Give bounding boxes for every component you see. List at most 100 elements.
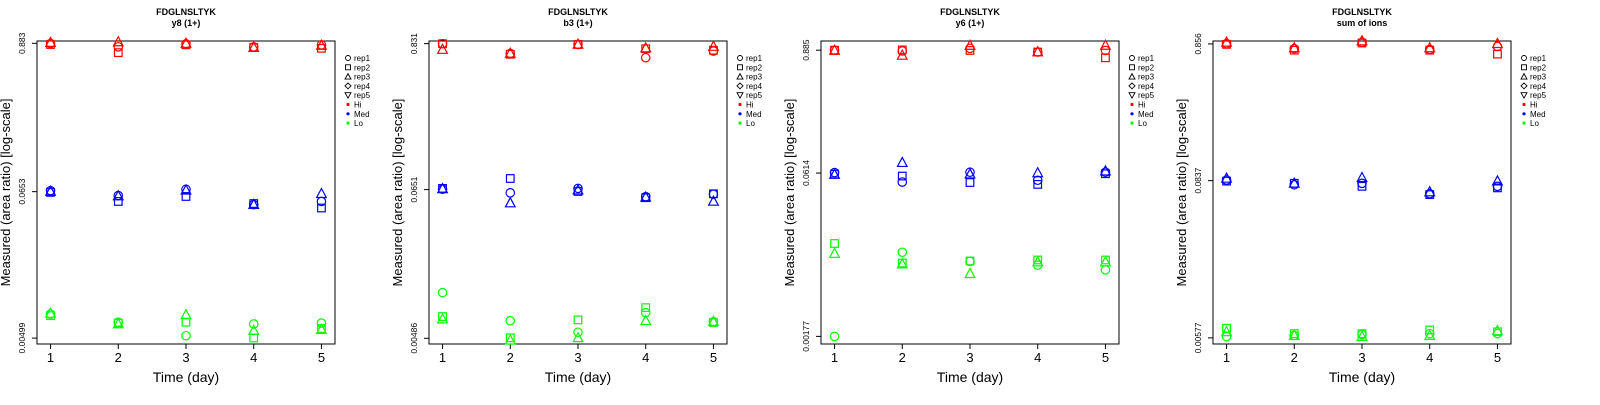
- y-tick-label: 0.00486: [409, 323, 419, 354]
- data-point-lo-rep1: [1221, 331, 1232, 342]
- legend-label: rep3: [1530, 73, 1547, 82]
- data-point-med-rep1: [1492, 181, 1503, 192]
- legend-label: Lo: [746, 119, 755, 128]
- legend-item-rep4: rep4: [1128, 82, 1155, 91]
- legend-symbol: [736, 92, 744, 100]
- x-tick-label: 4: [642, 350, 649, 365]
- legend-dot: [1130, 102, 1134, 107]
- data-point-med-rep1: [1357, 178, 1367, 189]
- data-point-med-rep3: [1288, 176, 1301, 188]
- data-point-med-rep2: [505, 174, 515, 183]
- data-point-lo-rep3: [1220, 325, 1233, 337]
- x-tick-label: 4: [250, 350, 257, 365]
- legend-dot: [1522, 102, 1526, 107]
- legend-label: rep5: [746, 91, 763, 100]
- data-point-med-rep3: [315, 187, 328, 199]
- data-point-med-rep3: [828, 168, 841, 179]
- legend-symbol: [1128, 82, 1136, 90]
- legend-label: Hi: [1530, 101, 1538, 110]
- legend-dot: [738, 112, 742, 116]
- legend-symbol: [1520, 82, 1528, 90]
- x-tick-label: 3: [966, 350, 973, 365]
- legend-label: rep5: [1138, 91, 1155, 100]
- legend-item-rep5: rep5: [344, 91, 371, 100]
- data-point-med-rep3: [572, 183, 584, 195]
- data-point-lo-rep3: [639, 314, 652, 326]
- data-point-med-rep3: [1423, 185, 1436, 197]
- data-point-lo-rep1: [640, 307, 651, 318]
- legend-item-rep1: rep1: [737, 54, 763, 63]
- x-axis-label: Time (day): [153, 369, 219, 385]
- legend-label: rep3: [354, 73, 371, 82]
- y-tick-label: 0.856: [1193, 33, 1203, 55]
- data-point-med-rep1: [505, 188, 516, 198]
- legend-label: rep3: [1138, 73, 1155, 82]
- legend-symbol: [344, 72, 352, 80]
- x-tick-label: 5: [1102, 350, 1109, 365]
- data-point-lo-rep3: [1031, 255, 1044, 267]
- data-point-hi-rep3: [639, 41, 652, 53]
- data-point-lo-rep1: [505, 315, 516, 326]
- y-tick-label: 0.0651: [409, 176, 419, 202]
- legend-item-rep4: rep4: [736, 82, 763, 91]
- data-point-med-rep3: [504, 196, 517, 208]
- x-axis-label: Time (day): [545, 369, 611, 385]
- data-point-hi-rep1: [113, 42, 124, 52]
- chart-title: FDGLNSLTYK: [548, 7, 608, 17]
- legend-item-med: Med: [738, 110, 762, 119]
- legend-item-rep2: rep2: [345, 63, 371, 72]
- y-tick-label: 0.831: [409, 33, 419, 55]
- data-point-lo-rep3: [44, 306, 57, 318]
- legend-item-rep3: rep3: [1520, 72, 1547, 82]
- legend-label: rep1: [1138, 54, 1155, 63]
- x-tick-label: 2: [1291, 350, 1298, 365]
- legend-label: rep5: [1530, 91, 1547, 100]
- legend-item-med: Med: [1130, 110, 1154, 119]
- legend-label: rep2: [1530, 63, 1547, 72]
- data-point-med-rep3: [896, 156, 909, 168]
- legend-label: rep2: [354, 63, 371, 72]
- data-point-hi-rep3: [112, 35, 125, 47]
- x-axis-label: Time (day): [1329, 369, 1395, 385]
- data-point-hi-rep3: [828, 43, 841, 55]
- data-point-hi-rep3: [1423, 41, 1436, 53]
- y-tick-label: 0.885: [801, 39, 811, 61]
- data-point-lo-rep3: [1099, 255, 1112, 267]
- x-tick-label: 1: [439, 350, 446, 365]
- data-point-lo-rep2: [830, 239, 839, 248]
- x-tick-label: 1: [1223, 350, 1230, 365]
- legend-item-med: Med: [346, 110, 370, 119]
- data-point-lo-rep3: [1356, 330, 1368, 341]
- data-point-med-rep2: [1033, 179, 1043, 189]
- data-point-med-rep3: [1031, 166, 1044, 178]
- data-point-lo-rep3: [828, 247, 841, 258]
- data-point-hi-rep3: [707, 40, 720, 51]
- legend-symbol: [1521, 55, 1527, 61]
- chart-subtitle: y6 (1+): [956, 18, 985, 28]
- data-point-med-rep3: [112, 189, 125, 201]
- data-point-med-rep2: [897, 171, 907, 181]
- legend-label: Lo: [1138, 119, 1147, 128]
- data-point-med-rep1: [897, 177, 908, 187]
- legend-dot: [346, 121, 350, 125]
- data-point-hi-rep3: [436, 43, 449, 54]
- legend-symbol: [1520, 92, 1528, 100]
- legend-symbol: [1520, 72, 1528, 80]
- data-point-lo-rep3: [112, 317, 125, 329]
- y-tick-label: 0.0653: [17, 178, 27, 204]
- data-point-hi-rep2: [897, 45, 907, 55]
- legend-symbol: [345, 55, 351, 61]
- y-axis-label: Measured (area ratio) [log-scale]: [782, 99, 797, 287]
- legend-dot: [1130, 121, 1134, 125]
- plot-frame: [820, 40, 1120, 345]
- legend-item-rep1: rep1: [345, 54, 371, 63]
- legend-item-rep5: rep5: [1128, 91, 1155, 100]
- data-point-hi-rep3: [180, 37, 192, 48]
- data-point-lo-rep1: [181, 330, 191, 341]
- y-axis-label: Measured (area ratio) [log-scale]: [1174, 99, 1189, 287]
- data-point-hi-rep3: [1220, 35, 1233, 47]
- legend-label: Lo: [1530, 119, 1539, 128]
